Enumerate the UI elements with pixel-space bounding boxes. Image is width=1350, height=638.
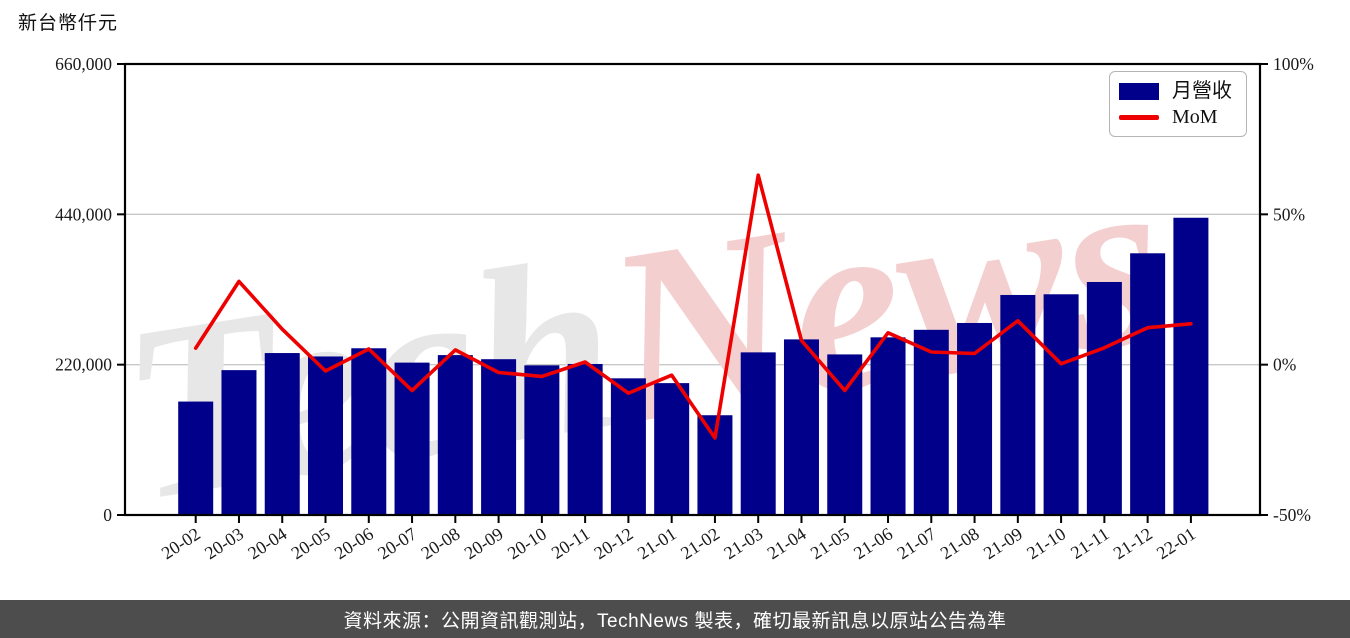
bar-21-07: [913, 329, 949, 515]
bar-20-02: [178, 401, 214, 515]
bar-21-04: [783, 339, 819, 515]
bar-21-12: [1130, 253, 1166, 516]
legend: 月營收 MoM: [1109, 71, 1247, 137]
pct-tick-label: 100%: [1273, 54, 1314, 74]
x-tick-label-21-07: 21-07: [893, 524, 939, 564]
bar-20-09: [481, 359, 517, 515]
source-footer: 資料來源：公開資訊觀測站，TechNews 製表，確切最新訊息以原站公告為準: [0, 600, 1350, 638]
y-tick-label: 440,000: [55, 204, 112, 224]
x-tick-label-21-08: 21-08: [937, 524, 983, 564]
bar-swatch-icon: [1119, 82, 1159, 100]
bar-21-05: [827, 354, 863, 515]
y-tick-label: 220,000: [55, 355, 112, 375]
y-axis-unit-label: 新台幣仟元: [18, 13, 119, 34]
legend-bar-label: 月營收: [1172, 80, 1232, 102]
x-tick-label-21-11: 21-11: [1067, 524, 1113, 563]
x-tick-label-20-11: 20-11: [548, 524, 594, 563]
y-tick-label: 0: [103, 505, 112, 525]
legend-item-revenue: 月營收: [1119, 80, 1236, 102]
bar-21-10: [1043, 294, 1079, 515]
x-tick-label-21-06: 21-06: [850, 524, 896, 564]
plot-border: [123, 62, 1262, 517]
pct-tick-label: 0%: [1273, 355, 1296, 375]
x-tick-label-20-10: 20-10: [504, 524, 550, 564]
x-tick-label-21-05: 21-05: [807, 524, 853, 564]
x-tick-label-21-03: 21-03: [720, 524, 766, 564]
bar-20-12: [610, 378, 646, 515]
source-footer-text: 資料來源：公開資訊觀測站，TechNews 製表，確切最新訊息以原站公告為準: [343, 610, 1007, 632]
x-tick-label-21-02: 21-02: [677, 524, 723, 564]
bar-20-04: [264, 353, 300, 515]
x-tick-label-21-12: 21-12: [1110, 524, 1156, 564]
x-tick-label-21-09: 21-09: [980, 524, 1026, 564]
bar-21-01: [654, 383, 690, 515]
bar-20-11: [567, 363, 603, 515]
legend-line-label: MoM: [1172, 106, 1218, 128]
y-tick-label: 660,000: [55, 54, 112, 74]
bar-22-01: [1173, 217, 1209, 515]
pct-tick-label: 50%: [1273, 204, 1305, 224]
bar-21-11: [1086, 281, 1122, 515]
mom-line: [193, 173, 1193, 440]
x-tick-label-20-09: 20-09: [461, 524, 507, 564]
bar-21-03: [740, 352, 776, 515]
bar-20-07: [394, 362, 430, 515]
bar-20-03: [221, 370, 257, 515]
pct-tick-label: -50%: [1273, 505, 1311, 525]
x-tick-label-22-01: 22-01: [1153, 524, 1199, 564]
x-tick-label-21-04: 21-04: [764, 524, 810, 564]
bar-20-10: [524, 365, 560, 515]
x-tick-label-21-10: 21-10: [1023, 524, 1069, 564]
x-tick-label-20-08: 20-08: [417, 524, 463, 564]
bar-20-08: [437, 355, 473, 515]
x-tick-label-20-12: 20-12: [590, 524, 636, 564]
bar-21-06: [870, 337, 906, 515]
x-tick-label-21-01: 21-01: [634, 524, 680, 564]
line-swatch-icon: [1119, 114, 1159, 120]
bar-20-05: [308, 356, 344, 515]
legend-item-mom: MoM: [1119, 106, 1236, 128]
chart-canvas: TechNews0220,000440,000660,000-50%0%50%1…: [55, 54, 1314, 564]
x-tick-label-20-06: 20-06: [331, 524, 377, 564]
x-tick-label-20-07: 20-07: [374, 524, 420, 564]
bar-20-06: [351, 348, 387, 515]
